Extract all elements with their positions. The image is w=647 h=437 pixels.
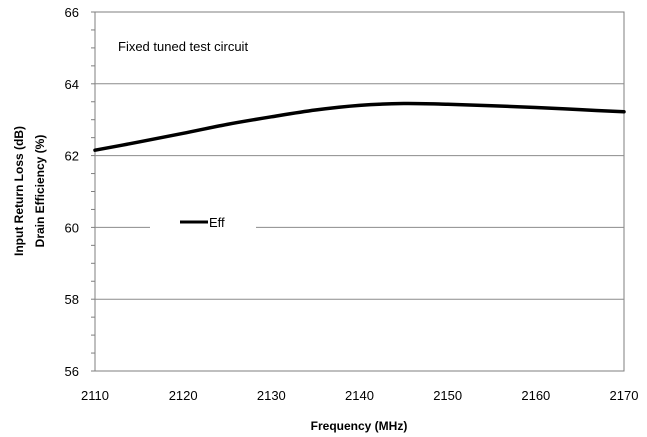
y-tick-label-56: 56 bbox=[65, 364, 79, 379]
y-tick-label-66: 66 bbox=[65, 5, 79, 20]
y-tick-label-60: 60 bbox=[65, 220, 79, 235]
series-line-eff bbox=[93, 101, 626, 152]
y-axis-title-line-2: Drain Efficiency (%) bbox=[33, 135, 47, 248]
series-lines bbox=[93, 101, 626, 152]
legend-label-eff: Eff bbox=[209, 215, 225, 230]
y-tick-label-62: 62 bbox=[65, 149, 79, 164]
y-tick-label-64: 64 bbox=[65, 77, 79, 92]
annotation-text: Fixed tuned test circuit bbox=[118, 39, 248, 54]
x-tick-label-2110: 2110 bbox=[81, 388, 109, 403]
plot-area-border bbox=[94, 11, 625, 372]
x-tick-label-2150: 2150 bbox=[433, 388, 462, 403]
y-axis-title-line-1: Input Return Loss (dB) bbox=[12, 126, 26, 256]
y-tick-label-58: 58 bbox=[65, 292, 79, 307]
x-tick-label-2130: 2130 bbox=[257, 388, 286, 403]
x-tick-labels: 2110 2120 2130 2140 2150 2160 2170 bbox=[81, 388, 638, 403]
x-tick-label-2170: 2170 bbox=[610, 388, 639, 403]
x-tick-label-2120: 2120 bbox=[169, 388, 198, 403]
x-tick-label-2160: 2160 bbox=[521, 388, 550, 403]
y-tick-labels: 56 58 60 62 64 66 bbox=[65, 5, 79, 379]
x-tick-label-2140: 2140 bbox=[345, 388, 374, 403]
y-minor-ticks bbox=[91, 11, 95, 372]
x-axis-title: Frequency (MHz) bbox=[311, 419, 408, 433]
legend: Eff bbox=[150, 212, 256, 234]
